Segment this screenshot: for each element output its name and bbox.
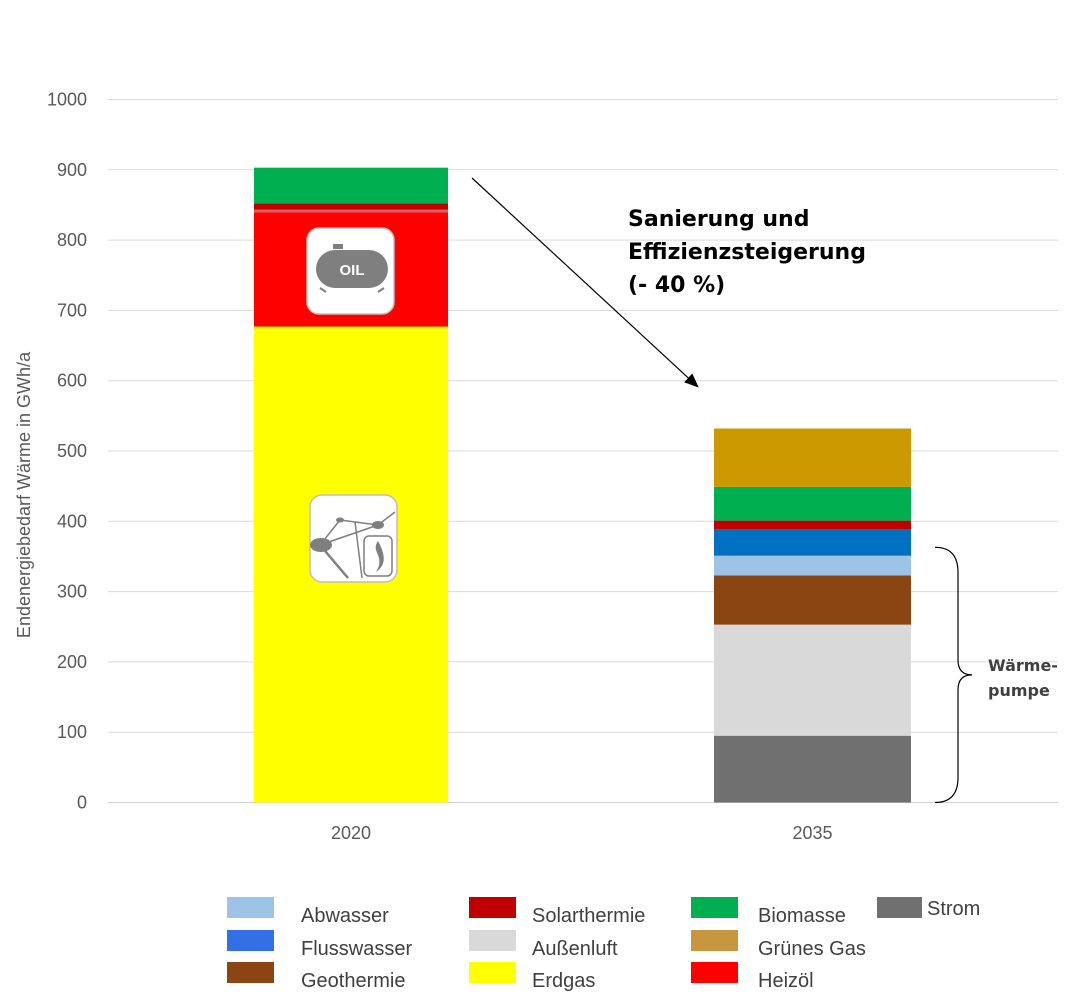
y-tick-label: 700 <box>57 300 87 320</box>
grid-lines <box>108 99 1058 803</box>
y-tick-label: 200 <box>57 652 87 672</box>
heat-pump-brace <box>934 546 973 804</box>
legend-label-biomasse: Biomasse <box>758 905 846 927</box>
y-tick-label: 600 <box>57 371 87 391</box>
bar-2020-heizoel-separator <box>254 209 448 213</box>
bar-2035-aussenluft <box>714 624 911 736</box>
x-tick-label: 2035 <box>792 823 832 843</box>
oil-icon-label: OIL <box>340 262 365 279</box>
y-tick-label: 500 <box>57 441 87 461</box>
legend-swatch-strom <box>877 897 922 918</box>
x-axis-ticks: 2020 2035 <box>331 823 833 843</box>
legend-label-heizoel: Heizöl <box>758 970 814 992</box>
y-tick-label: 800 <box>57 230 87 250</box>
x-tick-label: 2020 <box>331 823 371 843</box>
y-tick-label: 1000 <box>47 90 87 110</box>
legend-label-erdgas: Erdgas <box>532 970 595 992</box>
reduction-arrow <box>471 177 699 388</box>
bar-2035-gruenes-gas <box>714 428 911 487</box>
bar-2035-abwasser <box>714 555 911 576</box>
legend-swatch-flusswasser <box>227 930 274 951</box>
annotation-line-3: (- 40 %) <box>628 273 725 298</box>
legend-label-geothermie: Geothermie <box>301 970 406 992</box>
legend-swatch-gruenes-gas <box>691 930 738 951</box>
legend-label-gruenes-gas: Grünes Gas <box>758 938 866 960</box>
legend-swatch-erdgas <box>469 962 516 983</box>
bar-2035-flusswasser <box>714 529 911 556</box>
annotation-line-1: Sanierung und <box>628 207 809 232</box>
y-tick-label: 400 <box>57 511 87 531</box>
legend: Abwasser Solarthermie Biomasse Strom Flusswa… <box>227 897 980 992</box>
annotation-line-2: Effizienzsteigerung <box>628 240 866 265</box>
legend-swatch-abwasser <box>227 897 274 918</box>
legend-swatch-biomasse <box>691 897 738 918</box>
legend-label-abwasser: Abwasser <box>301 905 389 927</box>
legend-swatch-heizoel <box>691 962 738 983</box>
legend-label-strom: Strom <box>927 898 980 920</box>
bar-2020-solarthermie <box>254 203 448 212</box>
bar-2035-biomasse <box>714 486 911 521</box>
legend-label-flusswasser: Flusswasser <box>301 938 412 960</box>
y-tick-label: 100 <box>57 722 87 742</box>
bar-2035-solarthermie <box>714 520 911 530</box>
brace-label-line-2: pumpe <box>988 681 1050 700</box>
legend-swatch-solarthermie <box>469 897 516 918</box>
legend-label-solarthermie: Solarthermie <box>532 905 645 927</box>
legend-swatch-geothermie <box>227 962 274 983</box>
legend-label-aussenluft: Außenluft <box>532 938 618 960</box>
bar-2020-biomasse <box>254 167 448 204</box>
y-tick-label: 900 <box>57 160 87 180</box>
bar-2035-strom <box>714 735 911 803</box>
y-axis-ticks: 0 100 200 300 400 500 600 700 800 900 1000 <box>47 90 87 813</box>
y-tick-label: 0 <box>77 793 87 813</box>
gas-network-icon <box>309 494 398 583</box>
brace-label-line-1: Wärme- <box>988 656 1058 675</box>
oil-tank-icon: OIL <box>306 227 395 315</box>
y-axis-label: Endenergiebedarf Wärme in GWh/a <box>14 351 34 638</box>
bar-2035-geothermie <box>714 575 911 625</box>
y-tick-label: 300 <box>57 582 87 602</box>
legend-swatch-aussenluft <box>469 930 516 951</box>
